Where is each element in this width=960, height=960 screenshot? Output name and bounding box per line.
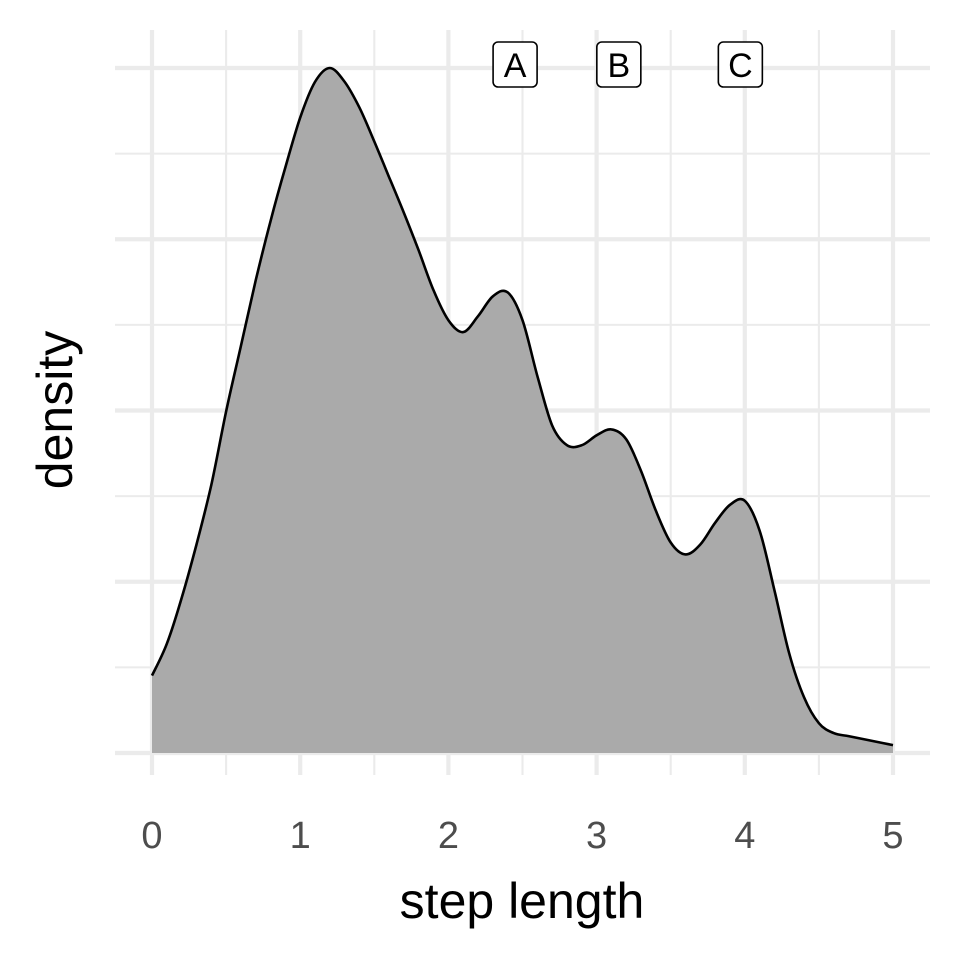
density-area	[152, 68, 893, 753]
x-tick-label: 1	[290, 815, 311, 857]
annotation-text: A	[504, 47, 527, 85]
x-tick-label: 2	[438, 815, 459, 857]
annotation-label-a: A	[492, 41, 538, 88]
x-tick-label: 5	[882, 815, 903, 857]
x-tick-label: 3	[586, 815, 607, 857]
annotation-box	[596, 41, 642, 88]
annotation-text: C	[728, 47, 753, 85]
annotation-box	[492, 41, 538, 88]
annotation-box	[717, 41, 764, 88]
x-tick-label: 4	[734, 815, 755, 857]
annotation-label-c: C	[717, 41, 764, 88]
x-tick-label: 0	[141, 815, 162, 857]
annotation-label-b: B	[596, 41, 642, 88]
x-axis-title: step length	[400, 873, 645, 929]
annotation-text: B	[607, 47, 630, 85]
density-curve	[150, 66, 894, 747]
annotation-labels: A B C	[492, 41, 764, 88]
y-axis-title: density	[27, 331, 83, 489]
x-tick-labels: 0 1 2 3 4 5	[141, 815, 903, 857]
